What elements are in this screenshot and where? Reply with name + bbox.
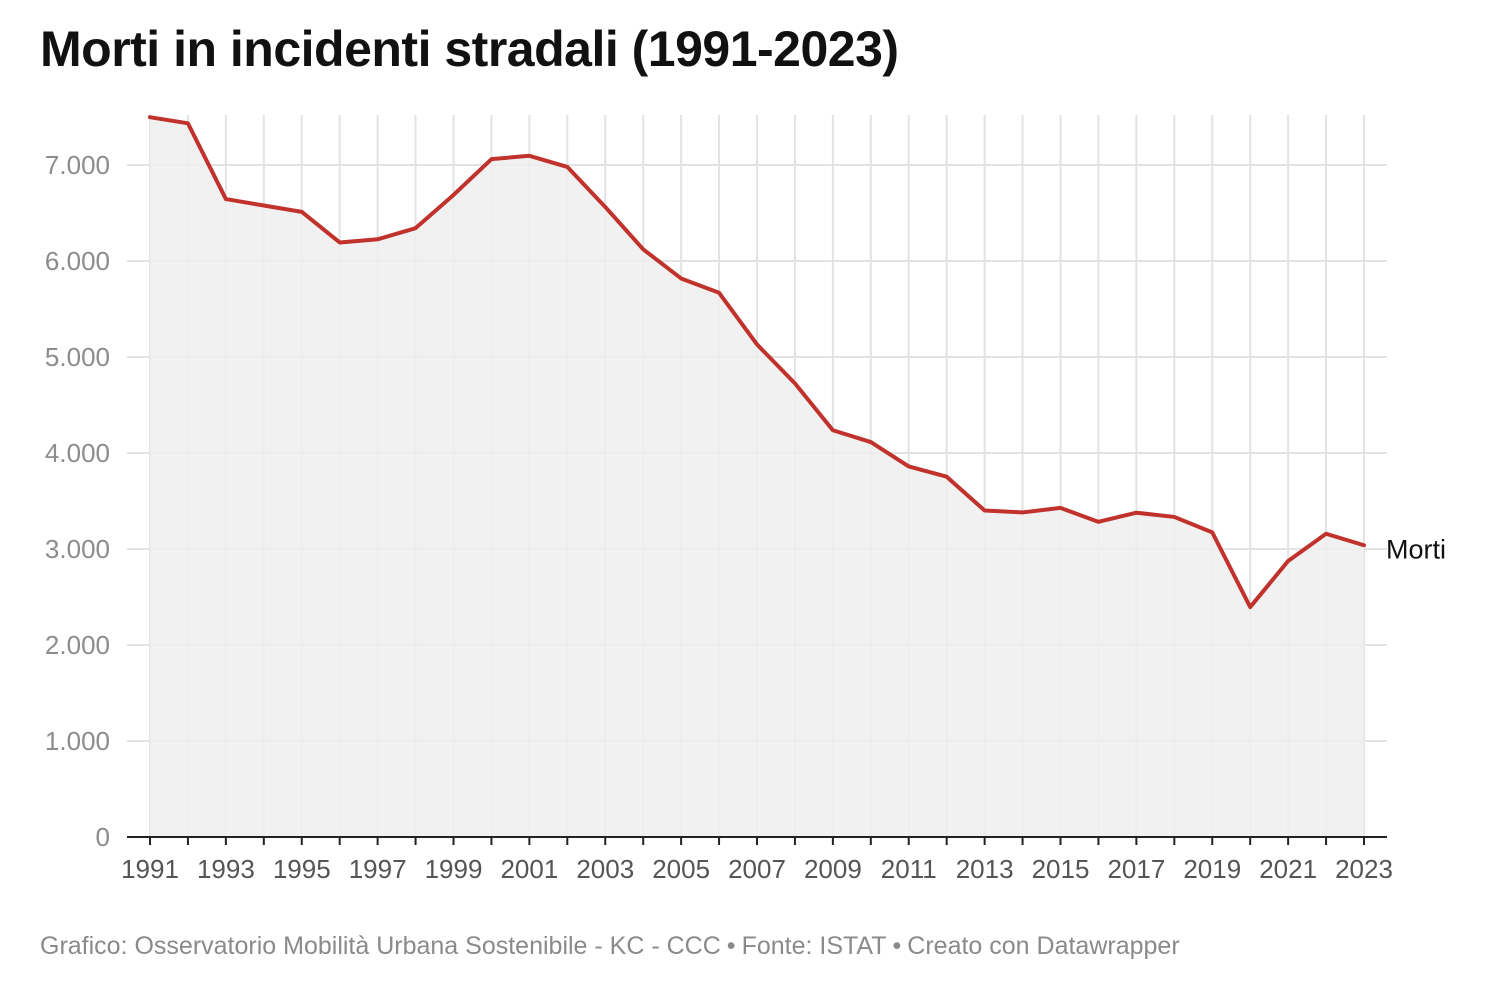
- x-tick-label: 2015: [1032, 854, 1090, 884]
- data-point-2023: [1362, 543, 1366, 547]
- data-point-1994: [262, 204, 266, 208]
- data-point-2010: [869, 440, 873, 444]
- data-point-2016: [1096, 520, 1100, 524]
- data-point-2018: [1172, 515, 1176, 519]
- series-label-morti: Morti: [1386, 534, 1446, 564]
- data-point-2001: [527, 154, 531, 158]
- data-point-2015: [1059, 506, 1063, 510]
- line-layer: [148, 115, 1366, 610]
- x-tick-label: 1995: [273, 854, 331, 884]
- y-tick-label: 2.000: [45, 630, 110, 660]
- x-tick-label: 2003: [576, 854, 634, 884]
- data-point-2002: [565, 165, 569, 169]
- data-point-1999: [452, 193, 456, 197]
- x-tick-label: 2023: [1335, 854, 1393, 884]
- x-tick-label: 1997: [349, 854, 407, 884]
- data-point-2000: [489, 157, 493, 161]
- footer-credit: Grafico: Osservatorio Mobilità Urbana So…: [40, 932, 721, 960]
- data-point-2012: [945, 475, 949, 479]
- chart-title: Morti in incidenti stradali (1991-2023): [40, 21, 899, 77]
- y-tick-label: 1.000: [45, 726, 110, 756]
- data-point-2017: [1134, 511, 1138, 515]
- data-point-2014: [1021, 510, 1025, 514]
- data-point-2021: [1286, 559, 1290, 563]
- data-point-2020: [1248, 605, 1252, 609]
- x-tick-label: 1991: [121, 854, 179, 884]
- x-tick-label: 2019: [1183, 854, 1241, 884]
- x-axis: [127, 836, 1387, 845]
- y-tick-label: 6.000: [45, 246, 110, 276]
- data-point-1998: [414, 226, 418, 230]
- footer-separator: •: [726, 932, 736, 960]
- data-point-2022: [1324, 532, 1328, 536]
- x-tick-label: 1999: [425, 854, 483, 884]
- data-point-1996: [338, 240, 342, 244]
- data-point-2008: [793, 381, 797, 385]
- data-point-2005: [679, 276, 683, 280]
- y-tick-label: 0: [96, 822, 110, 852]
- x-tick-label: 2007: [728, 854, 786, 884]
- data-point-1997: [376, 237, 380, 241]
- footer-tool: Creato con Datawrapper: [907, 932, 1180, 960]
- series-area-morti: [150, 117, 1364, 837]
- data-point-2007: [755, 342, 759, 346]
- data-point-1995: [300, 210, 304, 214]
- x-tick-label: 2011: [881, 854, 937, 884]
- data-point-1991: [148, 115, 152, 119]
- data-point-2003: [603, 205, 607, 209]
- y-tick-label: 5.000: [45, 342, 110, 372]
- data-point-2013: [983, 509, 987, 513]
- x-tick-label: 2001: [500, 854, 558, 884]
- data-point-1992: [186, 121, 190, 125]
- series-line-morti: [148, 115, 1366, 610]
- data-point-2011: [907, 464, 911, 468]
- area-layer: [150, 117, 1364, 837]
- y-tick-label: 4.000: [45, 438, 110, 468]
- x-axis-tick-labels: 1991 1993 1995 1997 1999 2001 2003 2005 2007 2009…: [121, 854, 1393, 884]
- data-point-2004: [641, 247, 645, 251]
- footer-separator: •: [892, 932, 902, 960]
- footer-source: Fonte: ISTAT: [741, 932, 887, 960]
- data-point-2019: [1210, 530, 1214, 534]
- data-point-2009: [831, 428, 835, 432]
- y-tick-label: 7.000: [45, 150, 110, 180]
- x-tick-label: 2017: [1107, 854, 1165, 884]
- x-tick-label: 2013: [956, 854, 1014, 884]
- data-point-2006: [717, 291, 721, 295]
- y-tick-label: 3.000: [45, 534, 110, 564]
- y-axis-tick-labels: 0 1.000 2.000 3.000 4.000 5.000 6.000 7.000: [45, 150, 110, 852]
- x-tick-label: 2021: [1259, 854, 1317, 884]
- x-tick-label: 2009: [804, 854, 862, 884]
- data-point-1993: [224, 197, 228, 201]
- x-tick-label: 1993: [197, 854, 255, 884]
- chart-footer: Grafico: Osservatorio Mobilità Urbana So…: [40, 932, 1180, 961]
- series-labels: Morti: [1386, 534, 1446, 564]
- x-tick-label: 2005: [652, 854, 710, 884]
